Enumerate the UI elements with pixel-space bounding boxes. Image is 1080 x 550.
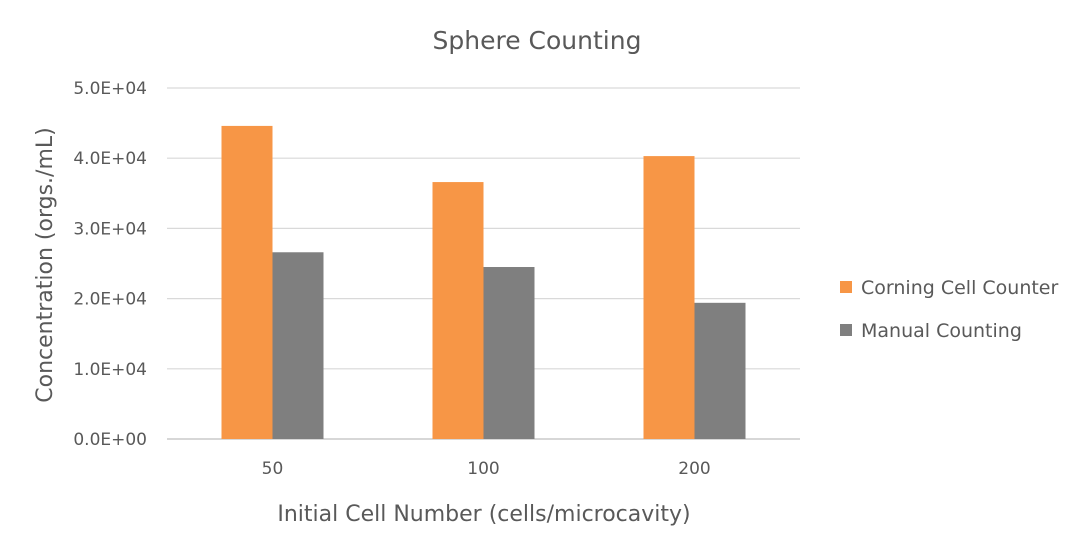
x-axis-title: Initial Cell Number (cells/microcavity) <box>277 502 690 527</box>
legend-swatch <box>840 324 852 336</box>
x-tick-label: 50 <box>262 459 284 479</box>
bars <box>221 125 746 440</box>
y-tick-label: 2.0E+04 <box>73 290 147 310</box>
bar-manual-counting-50 <box>272 252 324 439</box>
legend-label: Corning Cell Counter <box>861 277 1058 299</box>
bar-manual-counting-200 <box>694 302 746 439</box>
y-axis-title: Concentration (orgs./mL) <box>33 127 58 402</box>
y-tick-label: 0.0E+00 <box>73 430 147 450</box>
bar-corning-cell-counter-100 <box>432 182 484 439</box>
bar-corning-cell-counter-200 <box>643 156 695 439</box>
y-tick-label: 1.0E+04 <box>73 360 147 380</box>
bar-corning-cell-counter-50 <box>221 125 273 440</box>
y-tick-label: 4.0E+04 <box>73 149 147 169</box>
legend-swatch <box>840 281 852 293</box>
legend-label: Manual Counting <box>861 320 1022 342</box>
legend: Corning Cell Counter Manual Counting <box>840 277 1058 342</box>
bar-manual-counting-100 <box>483 267 535 439</box>
y-tick-label: 3.0E+04 <box>73 219 147 239</box>
x-axis-ticks: 50 100 200 <box>262 459 711 479</box>
y-tick-label: 5.0E+04 <box>73 79 147 99</box>
y-axis-ticks: 0.0E+00 1.0E+04 2.0E+04 3.0E+04 4.0E+04 5.0E+… <box>73 79 147 450</box>
x-tick-label: 200 <box>678 459 710 479</box>
x-tick-label: 100 <box>467 459 499 479</box>
chart-title: Sphere Counting <box>433 26 642 55</box>
